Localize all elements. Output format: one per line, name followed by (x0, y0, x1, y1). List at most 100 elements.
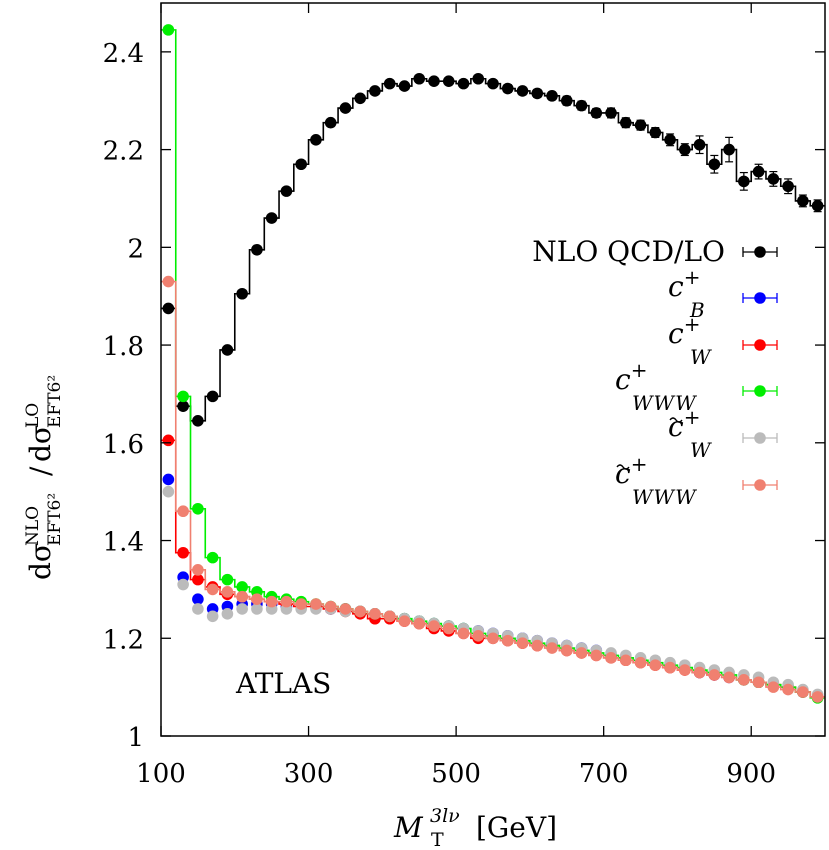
data-point (797, 686, 809, 698)
data-point (398, 615, 411, 627)
data-point (192, 593, 204, 605)
x-axis-title-sub: T (431, 829, 444, 850)
legend-item: c+WWW (615, 358, 778, 415)
y-axis-title-num-sup: NLO (23, 506, 43, 546)
data-point (177, 390, 189, 403)
data-point (575, 647, 588, 659)
data-point (487, 632, 499, 645)
legend-item: c+B (668, 265, 778, 322)
legend-item: c+W (668, 405, 778, 462)
legend-label-sub: W (690, 345, 712, 369)
legend-item: c+W (668, 312, 778, 369)
legend-sample-marker (754, 479, 766, 491)
data-point (708, 158, 721, 171)
data-point (162, 302, 175, 315)
series-0 (161, 72, 825, 427)
data-point (221, 586, 234, 598)
legend-label: c+ (668, 265, 700, 303)
data-point (487, 77, 499, 90)
data-point (708, 669, 721, 681)
data-point (472, 72, 485, 85)
data-point (516, 85, 529, 97)
data-point (723, 143, 735, 156)
data-point (560, 644, 573, 657)
data-point (354, 605, 367, 618)
data-point (413, 72, 426, 85)
x-axis-title: M (393, 811, 424, 844)
y-axis-title-num: dσ (24, 543, 57, 580)
data-point (177, 400, 189, 412)
y-tick-label: 2.2 (103, 137, 144, 167)
data-point (192, 502, 204, 515)
data-point (693, 666, 706, 679)
data-point (811, 199, 824, 212)
data-point (679, 143, 691, 156)
data-point (664, 661, 676, 674)
data-point (324, 116, 337, 129)
data-point (369, 85, 381, 97)
data-point (206, 551, 219, 564)
x-axis-title-unit: [GeV] (476, 811, 557, 844)
plot-area (161, 24, 825, 704)
data-point (501, 82, 514, 95)
legend-item: NLO QCD/LO (532, 235, 778, 268)
data-point (162, 473, 175, 486)
y-tick-label: 1.2 (103, 625, 144, 655)
data-point (398, 80, 411, 92)
data-point (752, 676, 765, 689)
y-axis-title-den-sup: LO (23, 403, 43, 428)
data-point (265, 212, 278, 224)
data-point (369, 608, 381, 620)
data-point (221, 344, 234, 356)
y-tick-label: 1 (127, 723, 144, 753)
legend-label-sub: W (690, 438, 712, 462)
data-point (428, 620, 440, 632)
data-point (442, 75, 455, 87)
data-point (192, 603, 204, 615)
data-point (236, 581, 248, 593)
y-tick-label: 1.8 (103, 332, 144, 362)
atlas-label: ATLAS (235, 667, 331, 700)
data-point (295, 158, 307, 171)
data-point (413, 617, 426, 630)
data-point (664, 134, 676, 146)
legend-label: c+ (668, 312, 700, 350)
legend-sample-marker (754, 339, 766, 351)
axis-ticks: 1 1.2 1.4 1.6 1.8 2 2.2 2.4 100 300 500 700 900 (103, 3, 825, 789)
x-tick-label: 300 (284, 759, 334, 789)
data-point (310, 598, 322, 610)
data-point (738, 175, 750, 188)
legend-sample-marker (754, 385, 766, 397)
data-point (310, 134, 322, 146)
data-point (280, 595, 293, 608)
legend-label-sub: B (689, 298, 706, 322)
legend-item: c+WWW (615, 452, 778, 509)
data-point (501, 634, 514, 647)
data-point (162, 485, 175, 498)
data-point (472, 630, 485, 642)
data-point (162, 275, 175, 288)
legend-sample-marker (754, 292, 766, 304)
data-point (192, 573, 204, 586)
data-point (649, 126, 662, 139)
data-point (590, 649, 603, 662)
data-point (354, 92, 367, 105)
y-axis-title-slash: / (24, 466, 57, 476)
data-point (605, 107, 617, 119)
data-point (546, 642, 558, 654)
data-point (428, 75, 440, 87)
data-point (339, 102, 352, 114)
y-axis-title-num-sub: EFT6² (45, 493, 65, 546)
data-point (206, 390, 219, 403)
data-point (177, 546, 189, 559)
y-tick-label: 2.4 (103, 39, 144, 69)
data-point (221, 573, 234, 586)
data-point (265, 595, 278, 608)
series-5 (161, 275, 825, 703)
data-point (236, 590, 248, 603)
data-point (531, 639, 544, 652)
